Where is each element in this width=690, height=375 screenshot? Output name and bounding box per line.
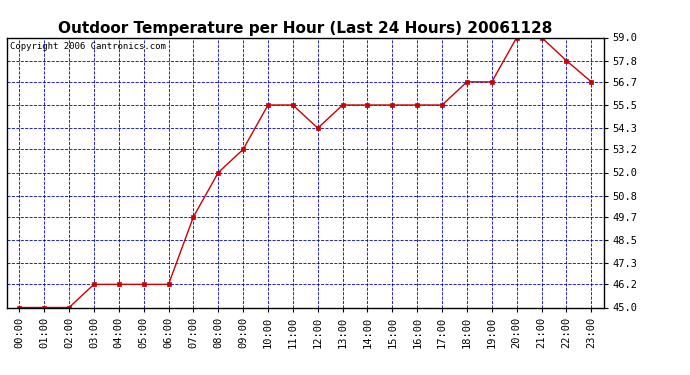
Text: Copyright 2006 Cantronics.com: Copyright 2006 Cantronics.com — [10, 42, 166, 51]
Title: Outdoor Temperature per Hour (Last 24 Hours) 20061128: Outdoor Temperature per Hour (Last 24 Ho… — [58, 21, 553, 36]
